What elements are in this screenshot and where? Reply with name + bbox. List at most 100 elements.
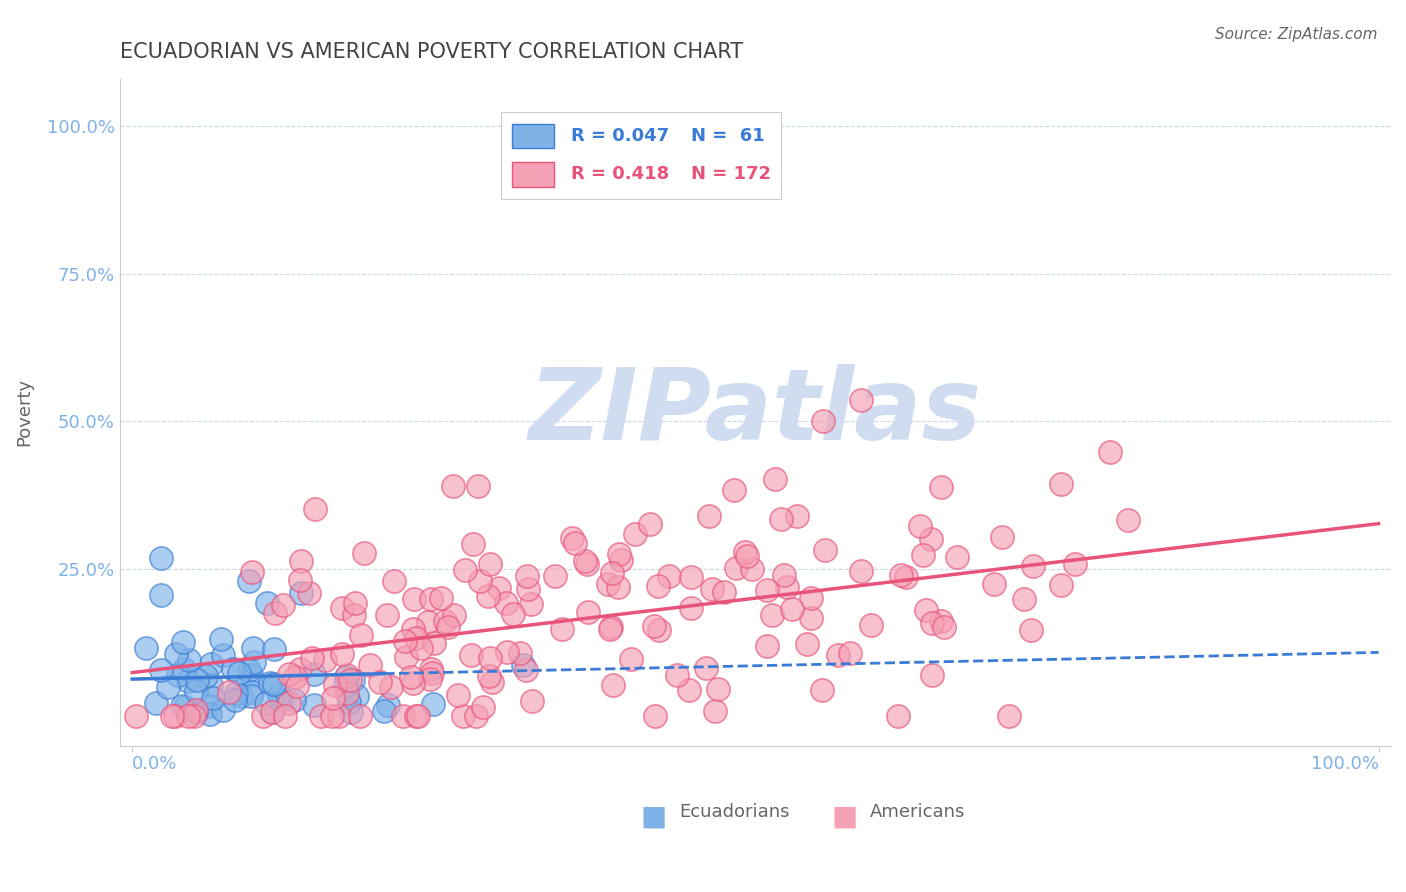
Americans	[607, 580, 630, 594]
Ecuadorians	[240, 684, 263, 698]
Ecuadorians	[184, 684, 207, 698]
Ecuadorians	[262, 706, 284, 720]
Americans	[240, 565, 263, 579]
Americans	[624, 527, 647, 541]
Americans	[780, 601, 803, 615]
Ecuadorians	[238, 574, 260, 588]
Americans	[290, 554, 312, 568]
Americans	[509, 646, 531, 660]
Americans	[914, 603, 936, 617]
Americans	[602, 566, 624, 581]
Americans	[447, 688, 470, 702]
Ecuadorians	[377, 698, 399, 712]
Americans	[176, 709, 198, 723]
Ecuadorians	[256, 596, 278, 610]
Ecuadorians	[238, 663, 260, 677]
Americans	[796, 637, 818, 651]
Americans	[380, 681, 402, 695]
Americans	[496, 645, 519, 659]
Americans	[921, 667, 943, 681]
Americans	[264, 606, 287, 620]
Ecuadorians	[239, 668, 262, 682]
Americans	[1118, 513, 1140, 527]
Americans	[285, 679, 308, 693]
Americans	[827, 648, 849, 663]
Americans	[336, 685, 359, 699]
Ecuadorians	[172, 635, 194, 649]
Ecuadorians	[197, 699, 219, 714]
Ecuadorians	[340, 705, 363, 719]
Americans	[607, 548, 630, 562]
Americans	[800, 591, 823, 606]
Text: ■: ■	[641, 803, 666, 830]
Americans	[681, 601, 703, 615]
Ecuadorians	[254, 696, 277, 710]
Ecuadorians	[165, 647, 187, 661]
Americans	[776, 580, 799, 594]
Americans	[912, 549, 935, 563]
Americans	[658, 568, 681, 582]
Text: ECUADORIAN VS AMERICAN POVERTY CORRELATION CHART: ECUADORIAN VS AMERICAN POVERTY CORRELATI…	[120, 42, 742, 62]
Ecuadorians	[229, 689, 252, 703]
Americans	[336, 667, 359, 681]
Ecuadorians	[337, 695, 360, 709]
Americans	[419, 673, 441, 687]
Americans	[252, 709, 274, 723]
Ecuadorians	[373, 704, 395, 718]
Ecuadorians	[243, 656, 266, 670]
Americans	[647, 579, 669, 593]
Ecuadorians	[259, 676, 281, 690]
Ecuadorians	[170, 698, 193, 713]
Ecuadorians	[263, 678, 285, 692]
Americans	[343, 596, 366, 610]
Americans	[1049, 477, 1071, 491]
Americans	[163, 709, 186, 723]
Ecuadorians	[302, 698, 325, 712]
Ecuadorians	[242, 641, 264, 656]
Americans	[551, 622, 574, 636]
Americans	[599, 620, 621, 634]
Americans	[353, 546, 375, 560]
Americans	[838, 646, 860, 660]
Text: ■: ■	[831, 803, 858, 830]
Americans	[1064, 558, 1087, 572]
Americans	[516, 569, 538, 583]
Ecuadorians	[346, 689, 368, 703]
Americans	[665, 667, 688, 681]
Americans	[399, 670, 422, 684]
Americans	[278, 696, 301, 710]
Ecuadorians	[157, 681, 180, 695]
Americans	[814, 543, 837, 558]
Americans	[301, 651, 323, 665]
Americans	[437, 620, 460, 634]
Americans	[162, 709, 184, 723]
Americans	[921, 615, 943, 630]
Ecuadorians	[283, 692, 305, 706]
Americans	[260, 705, 283, 719]
Americans	[323, 678, 346, 692]
Americans	[560, 531, 582, 545]
Ecuadorians	[150, 588, 173, 602]
Text: 100.0%: 100.0%	[1310, 755, 1378, 772]
Americans	[737, 549, 759, 564]
Americans	[394, 633, 416, 648]
Ecuadorians	[290, 585, 312, 599]
Americans	[406, 709, 429, 723]
Americans	[488, 581, 510, 595]
Ecuadorians	[167, 668, 190, 682]
Ecuadorians	[239, 689, 262, 703]
Americans	[520, 597, 543, 611]
Ecuadorians	[335, 670, 357, 684]
Americans	[420, 662, 443, 676]
Americans	[481, 675, 503, 690]
Americans	[478, 669, 501, 683]
Americans	[422, 636, 444, 650]
Americans	[322, 691, 344, 706]
Americans	[620, 652, 643, 666]
Americans	[734, 544, 756, 558]
Ecuadorians	[225, 686, 247, 700]
Ecuadorians	[200, 707, 222, 722]
Americans	[479, 651, 502, 665]
Americans	[706, 682, 728, 697]
Americans	[773, 568, 796, 582]
